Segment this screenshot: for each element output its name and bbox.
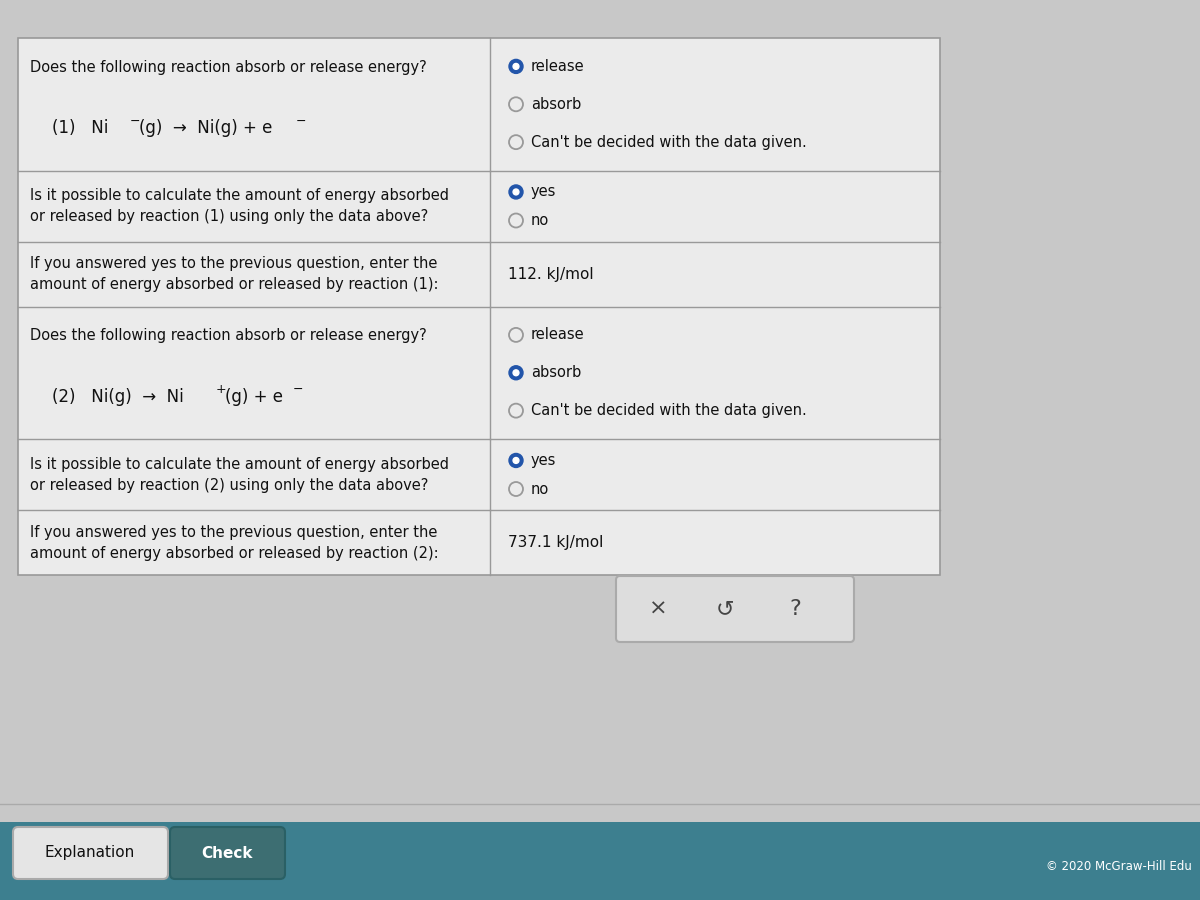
Bar: [0, 822, 1200, 900]
Text: 112. kJ/mol: 112. kJ/mol: [508, 266, 594, 282]
Text: Is it possible to calculate the amount of energy absorbed
or released by reactio: Is it possible to calculate the amount o…: [30, 456, 449, 492]
Text: (g) + e: (g) + e: [226, 388, 283, 406]
Text: −: −: [293, 383, 304, 396]
Text: −: −: [296, 114, 306, 128]
Circle shape: [514, 457, 518, 464]
Text: (1)   Ni: (1) Ni: [52, 119, 108, 137]
Text: ?: ?: [790, 599, 800, 619]
Circle shape: [514, 64, 518, 69]
Text: release: release: [530, 328, 584, 342]
Text: yes: yes: [530, 453, 557, 468]
Text: If you answered yes to the previous question, enter the
amount of energy absorbe: If you answered yes to the previous ques…: [30, 256, 438, 292]
Circle shape: [514, 189, 518, 195]
Text: © 2020 McGraw-Hill Edu: © 2020 McGraw-Hill Edu: [1046, 860, 1192, 874]
Circle shape: [509, 185, 523, 199]
Text: (g)  →  Ni(g) + e: (g) → Ni(g) + e: [139, 119, 272, 137]
Text: 737.1 kJ/mol: 737.1 kJ/mol: [508, 536, 604, 550]
Text: absorb: absorb: [530, 365, 581, 381]
Circle shape: [509, 365, 523, 380]
Circle shape: [509, 59, 523, 74]
Text: absorb: absorb: [530, 97, 581, 112]
Text: Can't be decided with the data given.: Can't be decided with the data given.: [530, 403, 806, 418]
FancyBboxPatch shape: [170, 827, 286, 879]
Text: Does the following reaction absorb or release energy?: Does the following reaction absorb or re…: [30, 328, 427, 343]
FancyBboxPatch shape: [616, 576, 854, 642]
Text: Explanation: Explanation: [44, 845, 136, 860]
Text: yes: yes: [530, 184, 557, 200]
Text: Is it possible to calculate the amount of energy absorbed
or released by reactio: Is it possible to calculate the amount o…: [30, 188, 449, 224]
Bar: [18, 38, 940, 575]
Text: (2)   Ni(g)  →  Ni: (2) Ni(g) → Ni: [52, 388, 184, 406]
FancyBboxPatch shape: [13, 827, 168, 879]
Text: Does the following reaction absorb or release energy?: Does the following reaction absorb or re…: [30, 59, 427, 75]
Text: release: release: [530, 58, 584, 74]
Text: Can't be decided with the data given.: Can't be decided with the data given.: [530, 135, 806, 149]
Circle shape: [514, 370, 518, 375]
Circle shape: [509, 454, 523, 467]
Text: If you answered yes to the previous question, enter the
amount of energy absorbe: If you answered yes to the previous ques…: [30, 525, 439, 561]
Text: ×: ×: [649, 599, 667, 619]
Text: +: +: [216, 383, 227, 396]
Text: no: no: [530, 213, 550, 228]
Text: Check: Check: [202, 845, 253, 860]
Text: no: no: [530, 482, 550, 497]
Text: ↺: ↺: [715, 599, 734, 619]
Text: −: −: [130, 114, 140, 128]
